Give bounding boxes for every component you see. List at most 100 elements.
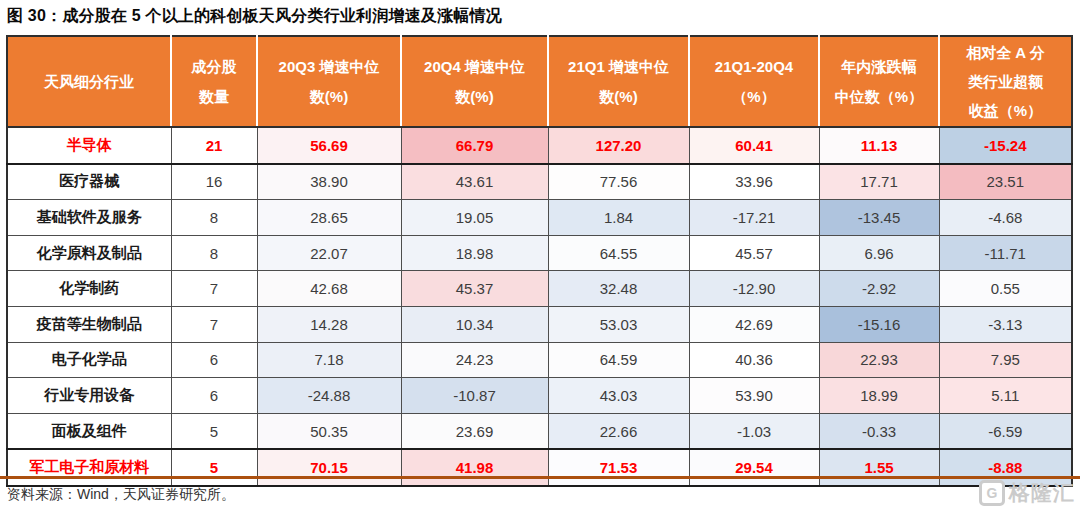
value-cell: -13.45: [819, 200, 939, 236]
value-cell: 5.11: [939, 378, 1072, 414]
table-row: 基础软件及服务 8 28.65 19.05 1.84 -17.21 -13.45…: [7, 200, 1072, 236]
table-header: 天风细分行业 成分股 数量 20Q3 增速中位 数(%) 20Q4 增速中位 数…: [7, 36, 1072, 127]
industry-cell: 面板及组件: [7, 413, 171, 449]
value-cell: 77.56: [548, 164, 689, 200]
table-row: 半导体 21 56.69 66.79 127.20 60.41 11.13 -1…: [7, 127, 1072, 164]
value-cell: 22.66: [548, 413, 689, 449]
value-cell: 43.03: [548, 378, 689, 414]
value-cell: 23.69: [401, 413, 548, 449]
value-cell: 53.90: [689, 378, 819, 414]
value-cell: 64.59: [548, 342, 689, 378]
value-cell: 23.51: [939, 164, 1072, 200]
industry-cell: 疫苗等生物制品: [7, 306, 171, 342]
value-cell: 32.48: [548, 271, 689, 307]
industry-cell: 基础软件及服务: [7, 200, 171, 236]
value-cell: 5: [171, 449, 257, 486]
table-row: 行业专用设备 6 -24.88 -10.87 43.03 53.90 18.99…: [7, 378, 1072, 414]
value-cell: -4.68: [939, 200, 1072, 236]
value-cell: 28.65: [257, 200, 401, 236]
value-cell: 21: [171, 127, 257, 164]
value-cell: 50.35: [257, 413, 401, 449]
table-row: 疫苗等生物制品 7 14.28 10.34 53.03 42.69 -15.16…: [7, 306, 1072, 342]
table-row: 面板及组件 5 50.35 23.69 22.66 -1.03 -0.33 -6…: [7, 413, 1072, 449]
value-cell: 66.79: [401, 127, 548, 164]
figure-title: 图 30：成分股在 5 个以上的科创板天风分类行业利润增速及涨幅情况: [7, 6, 502, 27]
gelonghui-logo-icon: G: [979, 480, 1005, 506]
value-cell: 6: [171, 378, 257, 414]
value-cell: 18.99: [819, 378, 939, 414]
value-cell: -2.92: [819, 271, 939, 307]
value-cell: 8: [171, 235, 257, 271]
value-cell: -10.87: [401, 378, 548, 414]
industry-cell: 半导体: [7, 127, 171, 164]
value-cell: -1.03: [689, 413, 819, 449]
value-cell: 0.55: [939, 271, 1072, 307]
value-cell: 6: [171, 342, 257, 378]
source-note: 资料来源：Wind，天风证券研究所。: [7, 486, 235, 504]
industry-cell: 电子化学品: [7, 342, 171, 378]
value-cell: 41.98: [401, 449, 548, 486]
value-cell: 43.61: [401, 164, 548, 200]
value-cell: 1.84: [548, 200, 689, 236]
value-cell: -15.24: [939, 127, 1072, 164]
value-cell: 33.96: [689, 164, 819, 200]
value-cell: 40.36: [689, 342, 819, 378]
value-cell: 7.18: [257, 342, 401, 378]
table-row: 军工电子和原材料 5 70.15 41.98 71.53 29.54 1.55 …: [7, 449, 1072, 486]
col-header-count: 成分股 数量: [171, 36, 257, 127]
value-cell: -17.21: [689, 200, 819, 236]
value-cell: -12.90: [689, 271, 819, 307]
gelonghui-logo-text: 格隆汇: [1009, 479, 1075, 507]
value-cell: 22.07: [257, 235, 401, 271]
value-cell: 45.57: [689, 235, 819, 271]
gelonghui-watermark: G 格隆汇: [979, 479, 1075, 507]
value-cell: 10.34: [401, 306, 548, 342]
col-header-excess-return: 相对全 A 分 类行业超额 收益（%）: [939, 36, 1072, 127]
col-header-20q3: 20Q3 增速中位 数(%): [257, 36, 401, 127]
value-cell: 24.23: [401, 342, 548, 378]
industry-table: 天风细分行业 成分股 数量 20Q3 增速中位 数(%) 20Q4 增速中位 数…: [6, 35, 1073, 487]
value-cell: -3.13: [939, 306, 1072, 342]
bottom-divider: [0, 476, 1080, 479]
industry-cell: 化学原料及制品: [7, 235, 171, 271]
table-row: 化学制药 7 42.68 45.37 32.48 -12.90 -2.92 0.…: [7, 271, 1072, 307]
value-cell: -6.59: [939, 413, 1072, 449]
value-cell: -24.88: [257, 378, 401, 414]
value-cell: 70.15: [257, 449, 401, 486]
industry-cell: 军工电子和原材料: [7, 449, 171, 486]
value-cell: -15.16: [819, 306, 939, 342]
table-body: 半导体 21 56.69 66.79 127.20 60.41 11.13 -1…: [7, 127, 1072, 486]
table-row: 化学原料及制品 8 22.07 18.98 64.55 45.57 6.96 -…: [7, 235, 1072, 271]
industry-cell: 医疗器械: [7, 164, 171, 200]
value-cell: 29.54: [689, 449, 819, 486]
value-cell: -11.71: [939, 235, 1072, 271]
value-cell: 64.55: [548, 235, 689, 271]
industry-cell: 行业专用设备: [7, 378, 171, 414]
value-cell: 1.55: [819, 449, 939, 486]
value-cell: 60.41: [689, 127, 819, 164]
value-cell: 7.95: [939, 342, 1072, 378]
value-cell: 8: [171, 200, 257, 236]
value-cell: 19.05: [401, 200, 548, 236]
col-header-ytd-change: 年内涨跌幅 中位数（%）: [819, 36, 939, 127]
value-cell: 7: [171, 306, 257, 342]
value-cell: 11.13: [819, 127, 939, 164]
value-cell: 127.20: [548, 127, 689, 164]
col-header-20q4: 20Q4 增速中位 数(%): [401, 36, 548, 127]
table-row: 医疗器械 16 38.90 43.61 77.56 33.96 17.71 23…: [7, 164, 1072, 200]
industry-cell: 化学制药: [7, 271, 171, 307]
value-cell: 17.71: [819, 164, 939, 200]
value-cell: 22.93: [819, 342, 939, 378]
value-cell: 42.69: [689, 306, 819, 342]
col-header-diff: 21Q1-20Q4 （%）: [689, 36, 819, 127]
value-cell: 7: [171, 271, 257, 307]
value-cell: 42.68: [257, 271, 401, 307]
value-cell: 14.28: [257, 306, 401, 342]
value-cell: 18.98: [401, 235, 548, 271]
value-cell: 5: [171, 413, 257, 449]
value-cell: 38.90: [257, 164, 401, 200]
value-cell: 56.69: [257, 127, 401, 164]
col-header-industry: 天风细分行业: [7, 36, 171, 127]
value-cell: 16: [171, 164, 257, 200]
col-header-21q1: 21Q1 增速中位 数(%): [548, 36, 689, 127]
